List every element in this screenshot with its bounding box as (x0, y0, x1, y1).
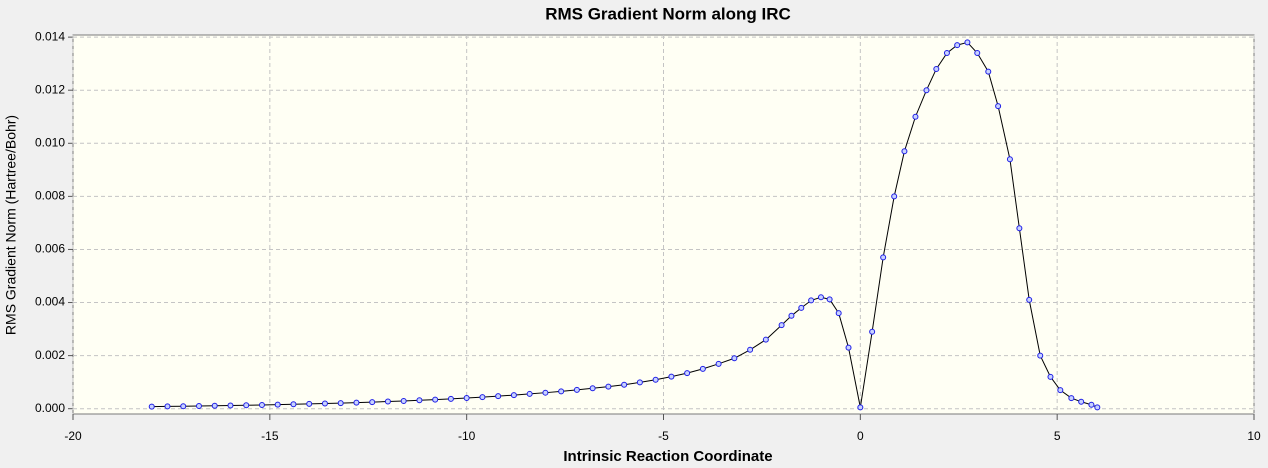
x-tick-label: -10 (458, 429, 476, 443)
data-point (1006, 156, 1013, 163)
data-point (964, 39, 971, 46)
y-tick-label: 0.012 (35, 82, 65, 96)
data-point (869, 328, 876, 335)
data-point (306, 400, 313, 407)
data-point (258, 401, 265, 408)
data-point (510, 392, 517, 399)
data-point (901, 148, 908, 155)
data-point (495, 393, 502, 400)
data-point (384, 398, 391, 405)
data-point (652, 376, 659, 383)
data-point (1016, 225, 1023, 232)
data-point (542, 389, 549, 396)
data-point (211, 402, 218, 409)
y-tick-label: 0.002 (35, 348, 65, 362)
data-point (463, 394, 470, 401)
data-point (954, 42, 961, 49)
data-point (985, 68, 992, 75)
y-tick-label: 0.014 (35, 29, 65, 43)
data-point (589, 385, 596, 392)
data-point (432, 396, 439, 403)
data-point (369, 399, 376, 406)
data-point (227, 402, 234, 409)
data-point (912, 113, 919, 120)
y-tick-label: 0.008 (35, 189, 65, 203)
data-point (164, 403, 171, 410)
data-point (788, 312, 795, 319)
data-point (148, 403, 155, 410)
x-tick-label: 5 (1054, 429, 1061, 443)
data-point (845, 344, 852, 351)
data-point (684, 370, 691, 377)
data-point (943, 50, 950, 57)
data-point (400, 397, 407, 404)
data-point (857, 404, 864, 411)
data-point (479, 394, 486, 401)
x-tick-label: -15 (261, 429, 279, 443)
y-tick-label: 0.006 (35, 242, 65, 256)
x-tick-label: -5 (658, 429, 669, 443)
data-point (1068, 395, 1075, 402)
data-point (762, 336, 769, 343)
data-point (1057, 387, 1064, 394)
data-point (636, 379, 643, 386)
data-point (573, 386, 580, 393)
data-point (817, 294, 824, 301)
data-point (995, 103, 1002, 110)
data-point (337, 400, 344, 407)
data-point (526, 390, 533, 397)
y-tick-label: 0.004 (35, 295, 65, 309)
data-point (715, 360, 722, 367)
data-point (880, 254, 887, 261)
data-point (891, 193, 898, 200)
data-point (1094, 404, 1101, 411)
data-point (835, 310, 842, 317)
data-point (353, 399, 360, 406)
data-point (274, 401, 281, 408)
data-point (974, 50, 981, 57)
data-point (808, 297, 815, 304)
data-point (778, 322, 785, 329)
data-point (1026, 296, 1033, 303)
data-point (1037, 352, 1044, 359)
x-axis-label: Intrinsic Reaction Coordinate (563, 448, 772, 465)
data-point (923, 87, 930, 94)
y-tick-label: 0.010 (35, 135, 65, 149)
data-point (416, 397, 423, 404)
data-point (798, 304, 805, 311)
data-point (558, 388, 565, 395)
data-point (1047, 373, 1054, 380)
data-point (747, 346, 754, 353)
data-point (321, 400, 328, 407)
y-tick-label: 0.000 (35, 401, 65, 415)
x-tick-label: 10 (1247, 429, 1261, 443)
x-tick-label: 0 (857, 429, 864, 443)
chart-title: RMS Gradient Norm along IRC (545, 4, 791, 23)
data-point (447, 395, 454, 402)
data-point (621, 381, 628, 388)
data-point (731, 355, 738, 362)
data-point (1088, 401, 1095, 408)
data-point (1078, 398, 1085, 405)
data-point (180, 403, 187, 410)
data-point (668, 373, 675, 380)
x-tick-label: -20 (64, 429, 82, 443)
data-point (699, 365, 706, 372)
data-point (290, 401, 297, 408)
y-axis-label: RMS Gradient Norm (Hartree/Bohr) (3, 115, 19, 335)
data-point (243, 402, 250, 409)
data-point (933, 65, 940, 72)
data-point (605, 383, 612, 390)
data-point (826, 296, 833, 303)
data-point (195, 402, 202, 409)
